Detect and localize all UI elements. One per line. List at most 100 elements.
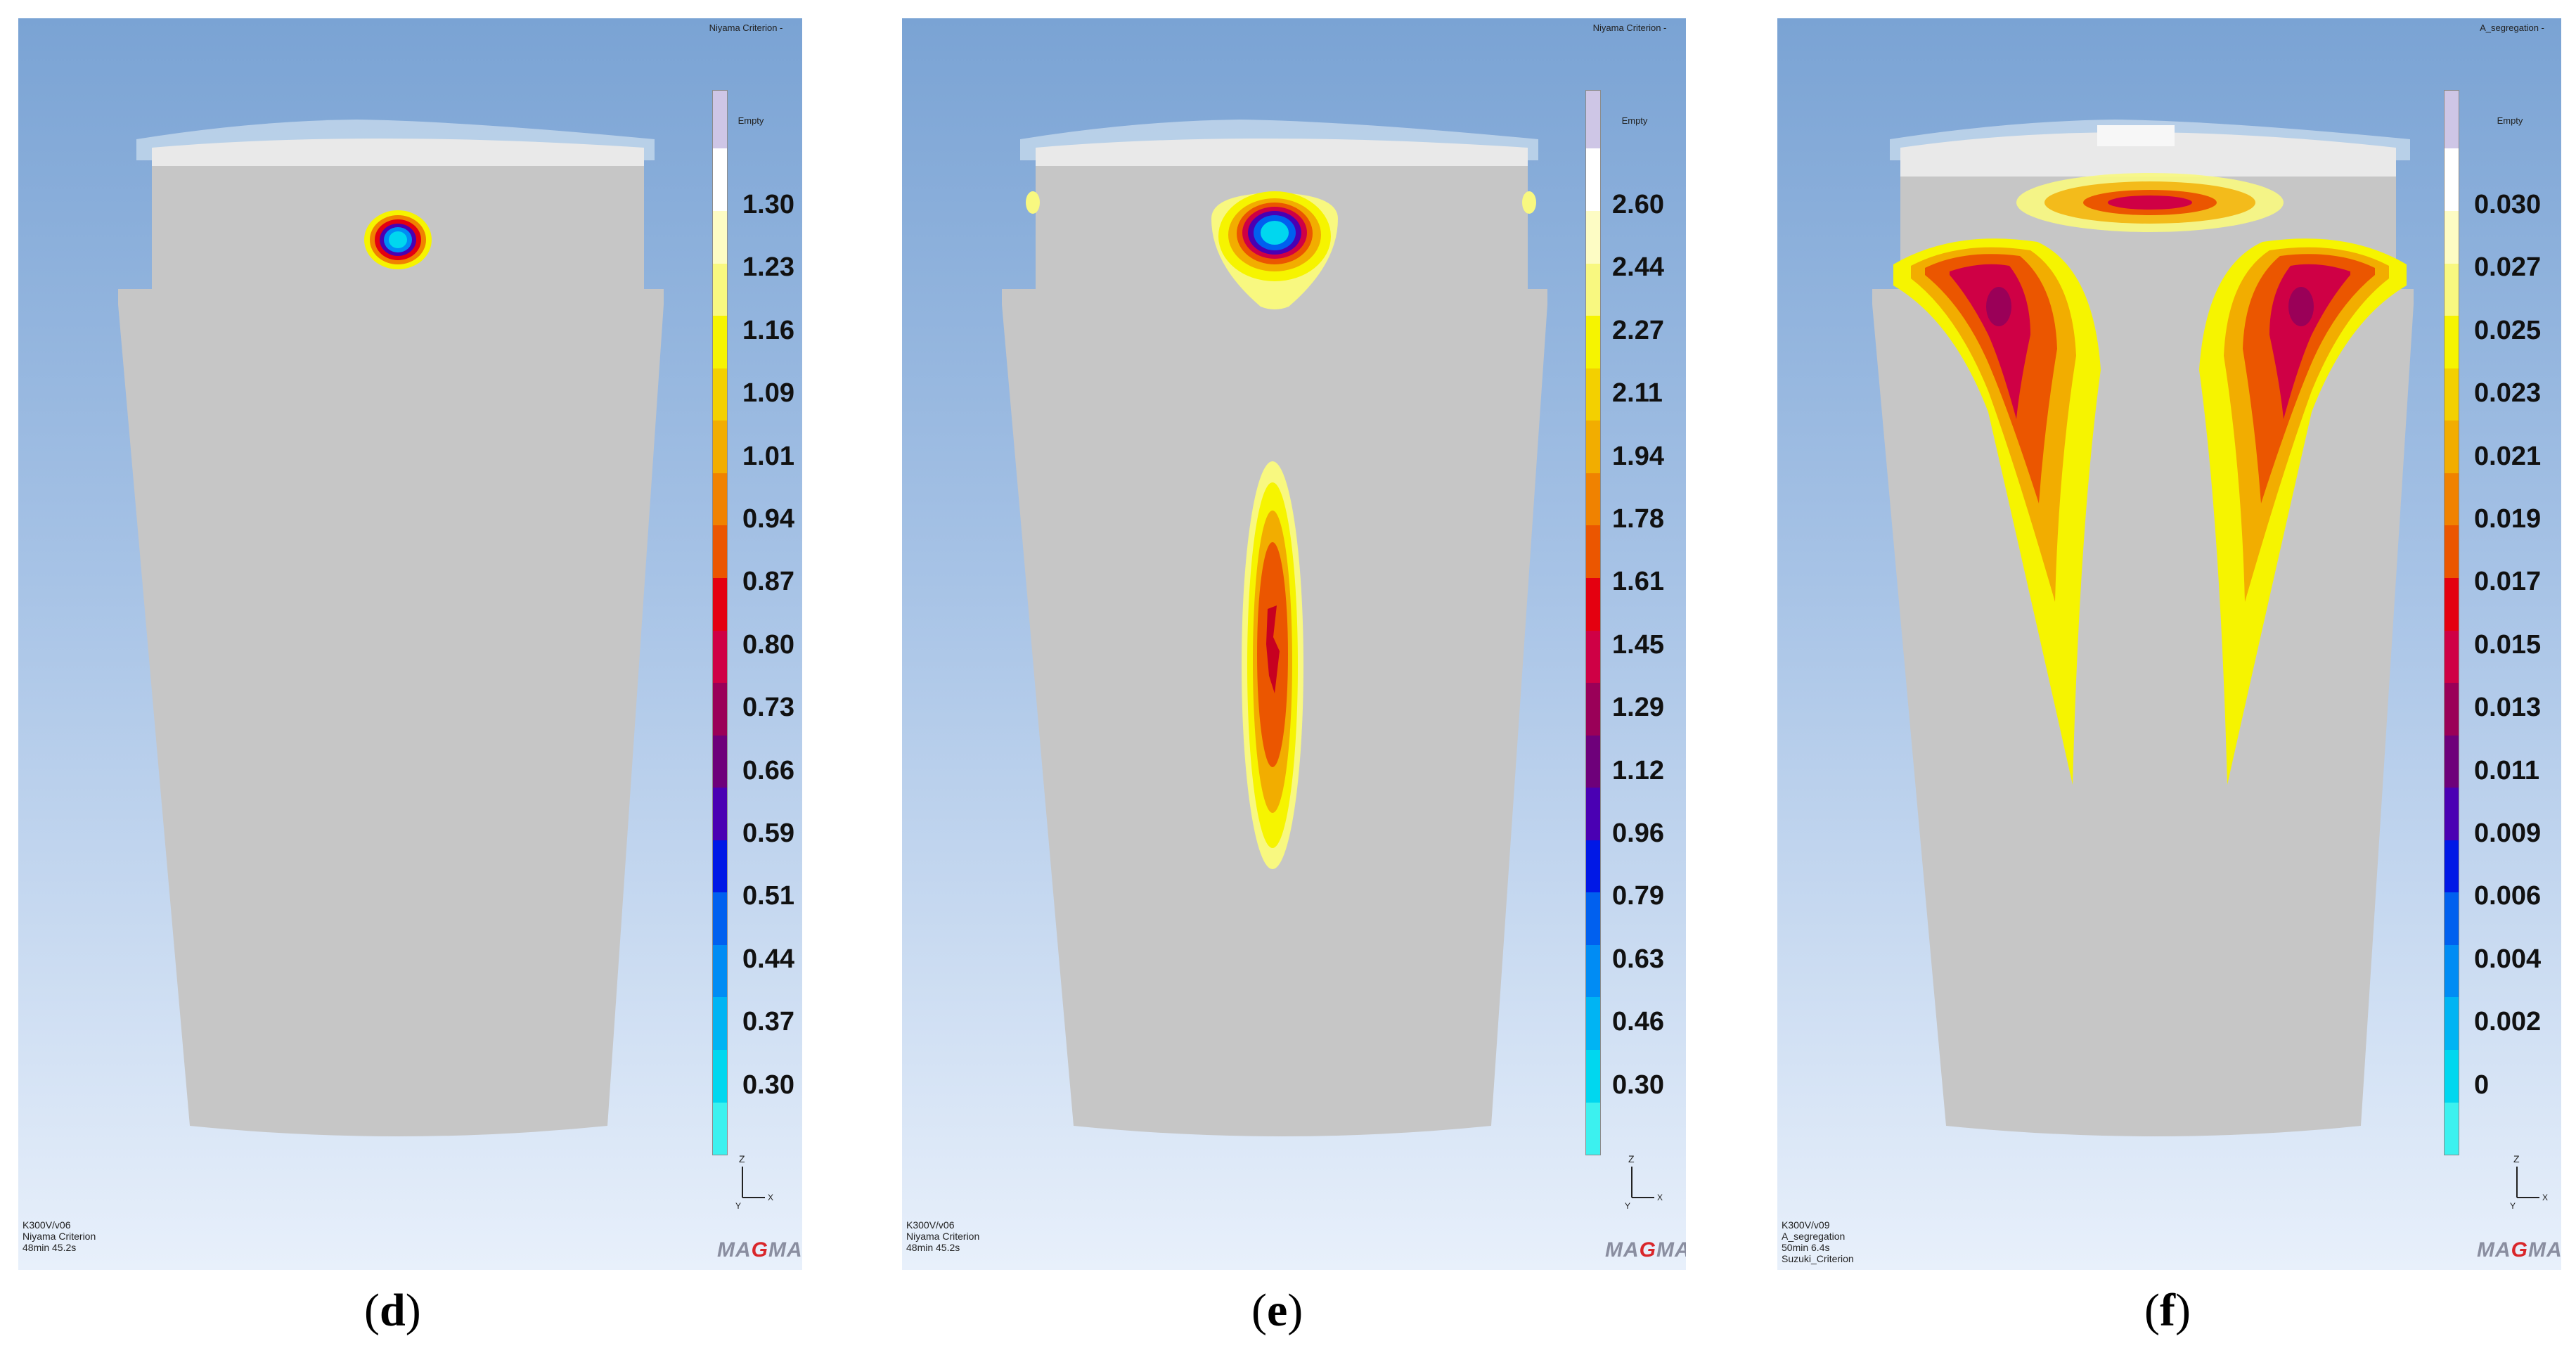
- colorbar-segment: [713, 997, 727, 1050]
- colorbar-tick-label: 1.23: [742, 252, 794, 283]
- colorbar-tick-label: 0.015: [2474, 629, 2542, 660]
- colorbar-segment: [2445, 944, 2459, 998]
- magma-logo: MAGMA: [1605, 1238, 1686, 1262]
- colorbar-segment: [1586, 525, 1600, 578]
- colorbar-segment: [2445, 577, 2459, 631]
- colorbar-tick-label: 1.45: [1612, 629, 1664, 660]
- colorbar-segment: [2445, 525, 2459, 578]
- colorbar-segment: [2445, 1050, 2459, 1103]
- caption-f: (f): [2144, 1285, 2191, 1336]
- colorbar-tick-label: 0.30: [742, 1070, 794, 1100]
- colorbar-tick-label: 0.46: [1612, 1007, 1664, 1037]
- colorbar-segment: [1586, 892, 1600, 945]
- colorbar-tick-label: 1.94: [1612, 441, 1664, 471]
- colorbar-tick-label: 0.013: [2474, 693, 2542, 723]
- colorbar-segment: [1586, 735, 1600, 788]
- colorbar-segment: [1586, 316, 1600, 368]
- legend-empty-label: Empty: [2497, 115, 2523, 126]
- colorbar-tick-label: 0.023: [2474, 378, 2542, 409]
- colorbar-tick-label: 0.019: [2474, 504, 2542, 534]
- legend-title: Niyama Criterion -: [1592, 23, 1667, 33]
- colorbar-tick-label: 0.44: [742, 944, 794, 974]
- colorbar-segment: [1586, 368, 1600, 421]
- colorbar-segment: [713, 316, 727, 368]
- colorbar-tick-label: 0.30: [1612, 1070, 1664, 1100]
- colorbar-tick-label: 0.027: [2474, 252, 2542, 283]
- colorbar-tick-label: 0.025: [2474, 315, 2542, 345]
- colorbar-segment: [2445, 316, 2459, 368]
- panel-e: Niyama Criterion - Empty Z Y X K300V/v06…: [902, 18, 1686, 1270]
- colorbar-tick-label: 0.73: [742, 693, 794, 723]
- colorbar-segment: [713, 525, 727, 578]
- magma-logo: MAGMA: [2477, 1238, 2561, 1262]
- colorbar-segment: [2445, 735, 2459, 788]
- colorbar-segment: [713, 944, 727, 998]
- colorbar-tick-label: 1.16: [742, 315, 794, 345]
- axis-z-label: Z: [1628, 1154, 1635, 1164]
- axis-z-label: Z: [2513, 1154, 2520, 1164]
- axis-y-label: Y: [2510, 1201, 2516, 1210]
- result-info: K300V/v06 Niyama Criterion 48min 45.2s: [22, 1219, 96, 1253]
- colorbar-segment: [1586, 263, 1600, 316]
- colorbar-segment: [1586, 577, 1600, 631]
- colorbar-segment: [2445, 997, 2459, 1050]
- colorbar-tick-label: 0: [2474, 1070, 2490, 1100]
- colorbar-segment: [1586, 473, 1600, 526]
- caption-e: (e): [1251, 1285, 1303, 1336]
- colorbar-segment: [1586, 840, 1600, 893]
- colorbar-segment: [1586, 1102, 1600, 1155]
- colorbar-tick-label: 0.63: [1612, 944, 1664, 974]
- colorbar-segment: [713, 148, 727, 211]
- axis-x-label: X: [1657, 1193, 1663, 1202]
- colorbar-segment: [713, 735, 727, 788]
- colorbar-segment: [2445, 788, 2459, 840]
- colorbar-segment: [713, 630, 727, 684]
- legend-title: Niyama Criterion -: [709, 23, 783, 33]
- colorbar-segment: [1586, 211, 1600, 264]
- colorbar-segment: [2445, 421, 2459, 473]
- axes-triad-icon: Z Y X: [1625, 1154, 1663, 1210]
- colorbar-segment: [713, 840, 727, 893]
- colorbar-tick-label: 0.94: [742, 504, 794, 534]
- axis-x-label: X: [2542, 1193, 2548, 1202]
- colorbar-segment: [2445, 683, 2459, 736]
- colorbar-tick-label: 1.61: [1612, 567, 1664, 597]
- legend-empty-label: Empty: [738, 115, 764, 126]
- legend-empty-label: Empty: [1621, 115, 1648, 126]
- colorbar-segment: [713, 368, 727, 421]
- colorbar-segment: [2445, 473, 2459, 526]
- colorbar: [712, 90, 728, 1155]
- casting-view-d: [118, 120, 664, 1136]
- colorbar-segment: [1586, 148, 1600, 211]
- colorbar-tick-label: 2.44: [1612, 252, 1664, 283]
- casting-view-f: [1872, 120, 2414, 1136]
- colorbar-tick-label: 0.004: [2474, 944, 2542, 974]
- colorbar-tick-label: 1.29: [1612, 693, 1664, 723]
- colorbar-tick-label: 0.009: [2474, 819, 2542, 848]
- colorbar: [1585, 90, 1601, 1155]
- panel-f: A_segregation - Empty Z Y X K300V/v09 A_…: [1777, 18, 2561, 1270]
- colorbar-segment: [2445, 368, 2459, 421]
- axes-triad-icon: Z Y X: [735, 1154, 773, 1210]
- colorbar-tick-label: 2.60: [1612, 190, 1664, 219]
- colorbar-tick-label: 2.11: [1612, 378, 1663, 409]
- panel-d: Niyama Criterion - Empty Z Y X K300V/v06…: [18, 18, 802, 1270]
- axis-x-label: X: [768, 1193, 773, 1202]
- colorbar-segment: [713, 1050, 727, 1103]
- colorbar-segment: [1586, 421, 1600, 473]
- colorbar-tick-label: 1.01: [742, 441, 794, 471]
- colorbar-segment: [1586, 683, 1600, 736]
- colorbar-segment: [713, 577, 727, 631]
- colorbar-tick-label: 0.011: [2474, 755, 2539, 785]
- colorbar-segment: [2445, 840, 2459, 893]
- colorbar-tick-label: 0.002: [2474, 1007, 2542, 1037]
- colorbar-segment: [2445, 630, 2459, 684]
- colorbar-tick-label: 1.30: [742, 190, 794, 219]
- colorbar-tick-label: 1.12: [1612, 755, 1664, 785]
- axis-y-label: Y: [1625, 1201, 1630, 1210]
- colorbar-tick-label: 0.017: [2474, 567, 2542, 597]
- colorbar-segment: [713, 683, 727, 736]
- colorbar-segment: [2445, 211, 2459, 264]
- colorbar-segment: [1586, 91, 1600, 148]
- colorbar-segment: [1586, 997, 1600, 1050]
